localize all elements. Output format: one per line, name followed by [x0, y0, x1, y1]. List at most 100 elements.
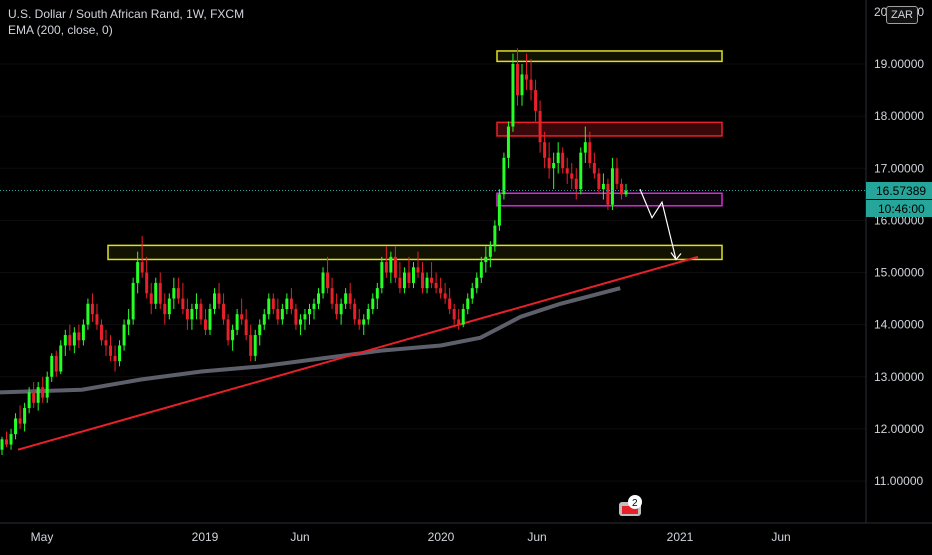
candle-body: [357, 319, 361, 325]
candle-body: [32, 392, 36, 403]
candle-body: [506, 126, 510, 158]
time-tick-label: May: [31, 530, 54, 544]
candle-body: [475, 277, 479, 289]
indicator-title[interactable]: EMA (200, close, 0): [8, 23, 113, 37]
candle-body: [86, 303, 90, 325]
candle-body: [565, 168, 569, 174]
candle-body: [109, 345, 113, 356]
candle-body: [411, 267, 415, 283]
candle-body: [136, 262, 140, 283]
candle-body: [556, 152, 560, 164]
candle-body: [45, 376, 49, 398]
candle-body: [317, 293, 321, 304]
chart-legend[interactable]: U.S. Dollar / South African Rand, 1W, FX…: [8, 6, 244, 38]
candle-body: [520, 74, 524, 96]
candle-body: [430, 277, 434, 283]
candle-body: [226, 319, 230, 341]
price-tick-label: 14.00000: [874, 318, 924, 332]
candle-body: [280, 308, 284, 320]
axes-layer: 20.00000: [0, 0, 932, 524]
events-count: 2: [632, 498, 638, 509]
candle-body: [203, 319, 207, 330]
candle-body: [439, 288, 443, 294]
candle-body: [199, 303, 203, 320]
candle-body: [77, 332, 81, 341]
candle-body: [36, 387, 40, 403]
events-marker[interactable]: 2: [619, 495, 642, 516]
candle-body: [167, 298, 171, 315]
candle-body: [9, 434, 13, 445]
last-price-tag-bg: [866, 182, 932, 199]
red-zone: [496, 121, 723, 137]
candle-body: [592, 163, 596, 174]
price-tick-label: 13.00000: [874, 370, 924, 384]
candle-body: [249, 335, 253, 356]
candle-body: [493, 225, 497, 247]
candle-body: [574, 178, 578, 190]
candle-body: [307, 308, 311, 315]
candle-body: [72, 332, 76, 346]
symbol-title[interactable]: U.S. Dollar / South African Rand, 1W, FX…: [8, 7, 245, 21]
candle-body: [14, 418, 18, 435]
candle-body: [90, 303, 94, 315]
candle-body: [217, 293, 221, 304]
candle-body: [366, 308, 370, 320]
candle-body: [163, 303, 167, 315]
candle-body: [588, 142, 592, 164]
price-axis-labels: 19.0000018.0000017.0000016.0000015.00000…: [874, 57, 924, 488]
candle-body: [118, 345, 122, 362]
candle-body: [104, 340, 108, 346]
candle-body: [479, 262, 483, 278]
candle-body: [5, 439, 9, 445]
events-count-badge: [628, 495, 642, 509]
trendline-layer: [17, 255, 699, 451]
price-tick-label: 12.00000: [874, 422, 924, 436]
candle-body: [538, 110, 542, 143]
candle-body: [362, 319, 366, 325]
candle-body: [158, 282, 162, 304]
candle-body: [154, 282, 158, 304]
candle-body: [421, 272, 425, 289]
time-tick-label: 2019: [192, 530, 219, 544]
candle-body: [488, 246, 492, 257]
candle-body: [339, 303, 343, 315]
candle-body: [330, 288, 334, 304]
candle-body: [335, 303, 339, 315]
candle-body: [235, 314, 239, 330]
candle-body: [253, 335, 257, 356]
candle-body: [276, 308, 280, 320]
projection-path: [639, 188, 677, 260]
candle-body: [443, 293, 447, 299]
candle-body: [181, 298, 185, 309]
candle-body: [208, 308, 212, 330]
candle-body: [240, 314, 244, 320]
candle-body: [63, 335, 67, 346]
time-tick-label: Jun: [527, 530, 546, 544]
currency-button[interactable]: ZAR: [886, 6, 918, 24]
candle-body: [258, 324, 262, 336]
candle-body: [172, 288, 176, 299]
candle-body: [434, 282, 438, 289]
candle-body: [326, 272, 330, 289]
candle-body: [231, 329, 235, 341]
countdown-label: 10:46:00: [878, 202, 925, 216]
candle-body: [448, 298, 452, 309]
candle-body: [601, 183, 605, 190]
candle-body: [610, 168, 614, 205]
time-tick-label: Jun: [290, 530, 309, 544]
candle-body: [502, 157, 506, 195]
candle-body: [570, 173, 574, 179]
candle-body: [23, 408, 27, 424]
candle-body: [380, 262, 384, 289]
candle-body: [470, 288, 474, 299]
candle-body: [59, 345, 63, 372]
candle-body: [54, 355, 58, 372]
candle-body: [298, 319, 302, 325]
candle-body: [176, 288, 180, 299]
candle-body: [81, 324, 85, 341]
candle-body: [525, 74, 529, 80]
candle-body: [50, 355, 54, 377]
price-tick-label: 18.00000: [874, 109, 924, 123]
